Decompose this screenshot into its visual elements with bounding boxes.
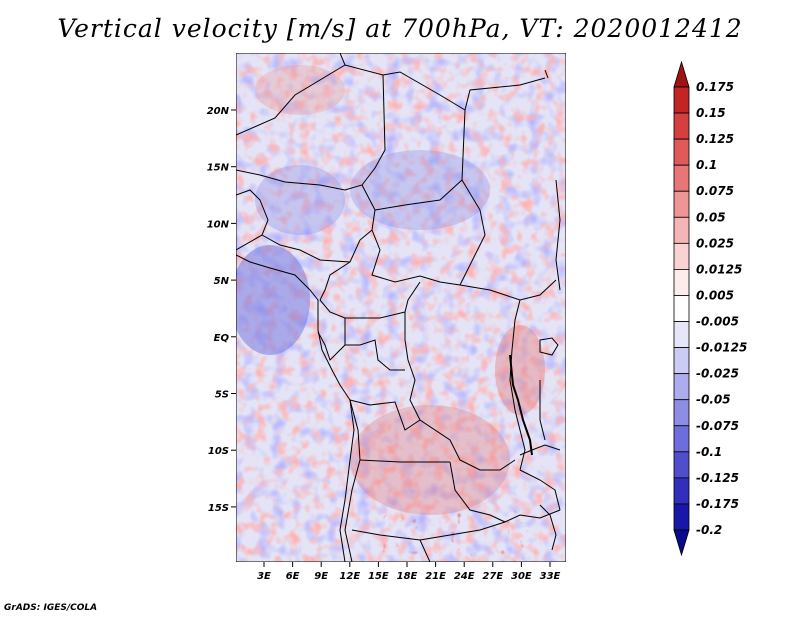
lon-tick-label: 33E: [540, 571, 561, 582]
colorbar-swatch: [673, 86, 690, 114]
colorbar-swatch: [673, 295, 690, 322]
colorbar-swatch: [673, 112, 690, 140]
lat-tick-label: EQ: [214, 333, 230, 344]
chart-title: Vertical velocity [m/s] at 700hPa, VT: 2…: [57, 14, 743, 43]
lon-tick-label: 24E: [454, 571, 475, 582]
credit-text: GrADS: IGES/COLA: [4, 603, 98, 613]
colorbar-label: 0.075: [696, 184, 734, 198]
lon-tick-label: 6E: [286, 571, 300, 582]
lat-tick-label: 10N: [207, 219, 230, 230]
lon-tick-label: 30E: [511, 571, 532, 582]
lon-tick-label: 3E: [257, 571, 271, 582]
colorbar-swatch: [673, 503, 690, 531]
lat-tick-label: 10S: [208, 446, 229, 457]
colorbar-label: -0.0125: [696, 341, 747, 355]
colorbar-label: -0.005: [696, 315, 739, 329]
colorbar-label: 0.1: [696, 158, 717, 172]
colorbar-label: 0.05: [696, 210, 726, 224]
colorbar-swatch: [673, 269, 690, 296]
colorbar-swatch: [673, 242, 690, 270]
country-borders: [236, 53, 561, 562]
lon-tick-label: 21E: [425, 571, 446, 582]
colorbar-label: 0.15: [696, 106, 726, 120]
latitude-axis: 20N 15N 10N 5N EQ 5S 10S 15S: [207, 106, 236, 514]
velocity-field: [236, 53, 566, 562]
colorbar-label: 0.025: [696, 236, 734, 250]
colorbar-swatch: [673, 399, 690, 427]
longitude-axis: 3E 6E 9E 12E 15E 18E 21E 24E 27E 30E 33E: [257, 562, 561, 582]
colorbar: 0.175 0.15 0.125 0.1 0.075 0.05 0.025 0.0125 0.0…: [673, 60, 747, 557]
colorbar-swatch: [673, 321, 690, 348]
colorbar-swatch: [673, 347, 690, 375]
colorbar-swatch: [673, 164, 690, 192]
lat-tick-label: 5S: [215, 390, 229, 401]
colorbar-swatch: [673, 373, 690, 401]
colorbar-swatch: [673, 477, 690, 505]
lat-tick-label: 15N: [207, 163, 230, 174]
colorbar-swatch: [673, 190, 690, 218]
lon-tick-label: 27E: [482, 571, 503, 582]
colorbar-label: 0.005: [696, 288, 734, 302]
colorbar-label: -0.2: [696, 523, 722, 537]
colorbar-label: 0.175: [696, 80, 734, 94]
lon-tick-label: 9E: [314, 571, 328, 582]
colorbar-swatch: [673, 425, 690, 453]
colorbar-label: -0.175: [696, 497, 739, 511]
colorbar-label: 0.0125: [696, 262, 742, 276]
colorbar-swatch: [673, 138, 690, 166]
lon-tick-label: 12E: [339, 571, 360, 582]
colorbar-swatch: [673, 529, 690, 557]
colorbar-label: -0.05: [696, 393, 731, 407]
colorbar-label: -0.125: [696, 471, 739, 485]
lat-tick-label: 15S: [208, 503, 229, 514]
colorbar-label: 0.125: [696, 132, 734, 146]
colorbar-label: -0.075: [696, 419, 739, 433]
colorbar-swatch: [673, 451, 690, 479]
colorbar-swatch: [673, 216, 690, 244]
lat-tick-label: 20N: [207, 106, 230, 117]
colorbar-label: -0.1: [696, 445, 722, 459]
colorbar-label: -0.025: [696, 367, 739, 381]
lat-tick-label: 5N: [214, 276, 230, 287]
lon-tick-label: 15E: [368, 571, 389, 582]
lon-tick-label: 18E: [397, 571, 418, 582]
colorbar-swatch: [673, 60, 690, 88]
